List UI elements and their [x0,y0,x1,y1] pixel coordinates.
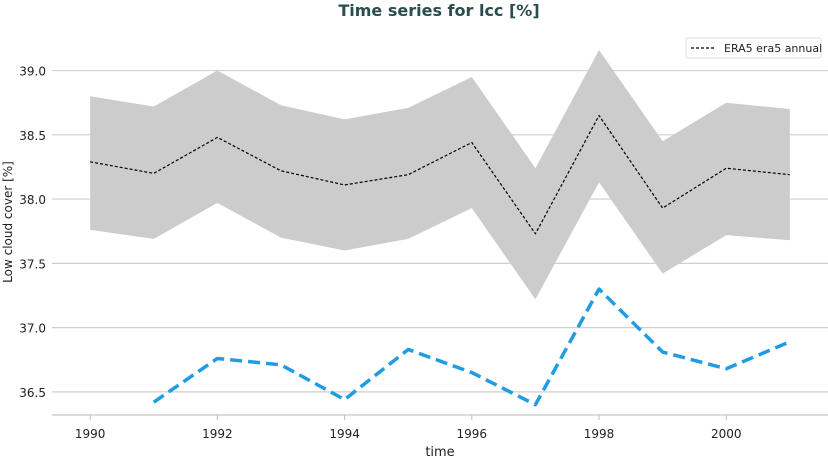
x-axis-label: time [425,445,454,457]
legend-box [685,37,822,59]
x-tick-label: 2000 [711,427,742,441]
x-tick-label: 1992 [202,427,233,441]
x-tick-label: 1998 [584,427,615,441]
y-tick-label: 38.5 [19,129,46,143]
y-tick-label: 39.0 [19,65,46,79]
uncertainty-band [90,49,790,300]
legend-label: ERA5 era5 annual [724,42,822,55]
x-tick-label: 1990 [75,427,106,441]
y-axis-label: Low cloud cover [%] [1,161,15,283]
legend: ERA5 era5 annual [685,37,822,59]
x-tick-label: 1994 [329,427,360,441]
series-line-1 [152,287,791,407]
series-line-0 [90,114,790,235]
y-tick-label: 36.5 [19,386,46,400]
y-tick-label: 38.0 [19,193,46,207]
y-tick-label: 37.5 [19,257,46,271]
y-tick-label: 37.0 [19,322,46,336]
chart-title: Time series for lcc [%] [338,1,539,20]
x-tick-label: 1996 [457,427,488,441]
